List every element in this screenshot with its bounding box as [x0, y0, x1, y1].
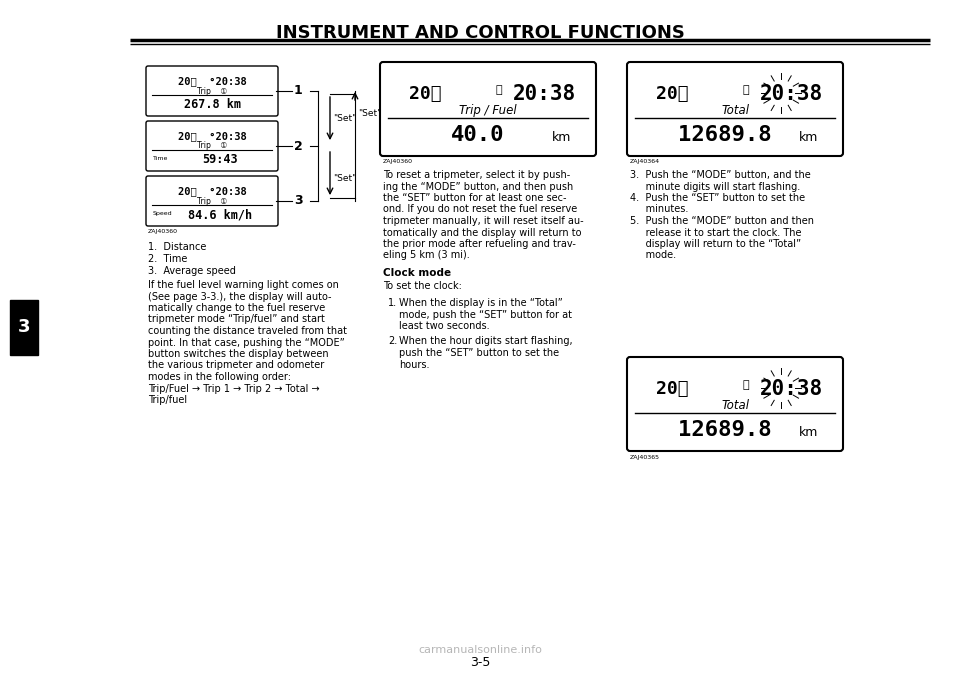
Text: ZAJ40360: ZAJ40360 [383, 159, 413, 165]
Text: 20℃: 20℃ [656, 380, 688, 398]
FancyBboxPatch shape [627, 357, 843, 451]
Text: the various tripmeter and odometer: the various tripmeter and odometer [148, 361, 324, 370]
Text: 3-5: 3-5 [469, 656, 491, 669]
Text: To set the clock:: To set the clock: [383, 281, 462, 291]
Text: Total: Total [721, 399, 749, 412]
Text: 2.  Time: 2. Time [148, 254, 187, 264]
FancyBboxPatch shape [146, 176, 278, 226]
Bar [10, 300, 38, 355]
Text: 20:38: 20:38 [514, 84, 576, 104]
Text: 3: 3 [17, 318, 31, 336]
Text: 20℃  °20:38: 20℃ °20:38 [178, 76, 247, 86]
Text: modes in the following order:: modes in the following order: [148, 372, 291, 382]
Text: Speed: Speed [153, 212, 173, 216]
Text: ⌛: ⌛ [742, 380, 749, 390]
Text: 12689.8: 12689.8 [678, 125, 771, 145]
Text: 59:43: 59:43 [203, 153, 238, 166]
Text: 5.  Push the “MODE” button and then: 5. Push the “MODE” button and then [630, 216, 814, 226]
Text: Trip / Fuel: Trip / Fuel [459, 104, 516, 117]
Text: least two seconds.: least two seconds. [399, 321, 490, 331]
Text: 20:38: 20:38 [760, 84, 824, 104]
Text: 40.0: 40.0 [451, 125, 504, 145]
Text: Time: Time [153, 157, 168, 161]
Text: 3.  Average speed: 3. Average speed [148, 266, 236, 276]
Text: the prior mode after refueling and trav-: the prior mode after refueling and trav- [383, 239, 576, 249]
Text: km: km [552, 131, 571, 144]
Text: 20:38: 20:38 [760, 379, 824, 399]
Text: km: km [799, 131, 818, 144]
Text: minutes.: minutes. [630, 205, 688, 214]
Text: tripmeter mode “Trip/fuel” and start: tripmeter mode “Trip/fuel” and start [148, 315, 324, 325]
Text: ⌛: ⌛ [742, 85, 749, 95]
Text: 1.  Distance: 1. Distance [148, 242, 206, 252]
Text: tripmeter manually, it will reset itself au-: tripmeter manually, it will reset itself… [383, 216, 584, 226]
Text: eling 5 km (3 mi).: eling 5 km (3 mi). [383, 250, 469, 260]
Text: 20℃  °20:38: 20℃ °20:38 [178, 186, 247, 196]
Text: mode.: mode. [630, 250, 676, 260]
Text: minute digits will start flashing.: minute digits will start flashing. [630, 182, 801, 191]
Text: When the display is in the “Total”: When the display is in the “Total” [399, 298, 563, 308]
Text: To reset a tripmeter, select it by push-: To reset a tripmeter, select it by push- [383, 170, 570, 180]
Text: 20℃: 20℃ [656, 85, 688, 103]
Text: button switches the display between: button switches the display between [148, 349, 328, 359]
Text: display will return to the “Total”: display will return to the “Total” [630, 239, 802, 249]
Text: 20℃  °20:38: 20℃ °20:38 [178, 131, 247, 141]
Text: km: km [799, 426, 818, 439]
Text: ond. If you do not reset the fuel reserve: ond. If you do not reset the fuel reserv… [383, 205, 577, 214]
Text: point. In that case, pushing the “MODE”: point. In that case, pushing the “MODE” [148, 338, 345, 348]
Text: 20℃: 20℃ [409, 85, 442, 103]
Text: push the “SET” button to set the: push the “SET” button to set the [399, 348, 559, 358]
Text: 3.  Push the “MODE” button, and the: 3. Push the “MODE” button, and the [630, 170, 811, 180]
FancyBboxPatch shape [146, 66, 278, 116]
Text: 1: 1 [294, 85, 302, 98]
Text: 3: 3 [294, 195, 302, 207]
Text: ZAJ40364: ZAJ40364 [630, 159, 660, 165]
FancyBboxPatch shape [380, 62, 596, 156]
Text: Trip    ①: Trip ① [197, 87, 228, 96]
Text: (See page 3-3.), the display will auto-: (See page 3-3.), the display will auto- [148, 292, 331, 302]
Text: Trip/Fuel → Trip 1 → Trip 2 → Total →: Trip/Fuel → Trip 1 → Trip 2 → Total → [148, 384, 320, 393]
Text: INSTRUMENT AND CONTROL FUNCTIONS: INSTRUMENT AND CONTROL FUNCTIONS [276, 24, 684, 42]
Text: counting the distance traveled from that: counting the distance traveled from that [148, 326, 347, 336]
Text: release it to start the clock. The: release it to start the clock. The [630, 228, 802, 237]
Text: 1.: 1. [388, 298, 397, 308]
Text: Trip/fuel: Trip/fuel [148, 395, 187, 405]
Text: If the fuel level warning light comes on: If the fuel level warning light comes on [148, 280, 339, 290]
Text: tomatically and the display will return to: tomatically and the display will return … [383, 228, 582, 237]
Text: mode, push the “SET” button for at: mode, push the “SET” button for at [399, 309, 572, 319]
Text: the “SET” button for at least one sec-: the “SET” button for at least one sec- [383, 193, 566, 203]
Text: 2: 2 [294, 140, 302, 153]
Text: 267.8 km: 267.8 km [183, 98, 241, 111]
Text: ing the “MODE” button, and then push: ing the “MODE” button, and then push [383, 182, 573, 191]
Text: When the hour digits start flashing,: When the hour digits start flashing, [399, 336, 572, 346]
Text: Clock mode: Clock mode [383, 268, 451, 278]
Text: ZAJ40360: ZAJ40360 [148, 229, 178, 235]
Text: 84.6 km/h: 84.6 km/h [188, 208, 252, 221]
Text: Trip    ①: Trip ① [197, 142, 228, 151]
Text: 12689.8: 12689.8 [678, 420, 771, 441]
Text: "Set": "Set" [333, 114, 356, 123]
Text: "Set": "Set" [333, 174, 356, 183]
Text: ZAJ40365: ZAJ40365 [630, 454, 660, 460]
Text: Total: Total [721, 104, 749, 117]
Text: 2.: 2. [388, 336, 397, 346]
Text: ⌛: ⌛ [495, 85, 502, 95]
Text: 4.  Push the “SET” button to set the: 4. Push the “SET” button to set the [630, 193, 805, 203]
Text: "Set": "Set" [358, 109, 381, 118]
Text: Trip    ①: Trip ① [197, 197, 228, 205]
FancyBboxPatch shape [627, 62, 843, 156]
Text: carmanualsonline.info: carmanualsonline.info [418, 645, 542, 655]
Text: hours.: hours. [399, 359, 429, 370]
FancyBboxPatch shape [146, 121, 278, 171]
Text: matically change to the fuel reserve: matically change to the fuel reserve [148, 303, 325, 313]
